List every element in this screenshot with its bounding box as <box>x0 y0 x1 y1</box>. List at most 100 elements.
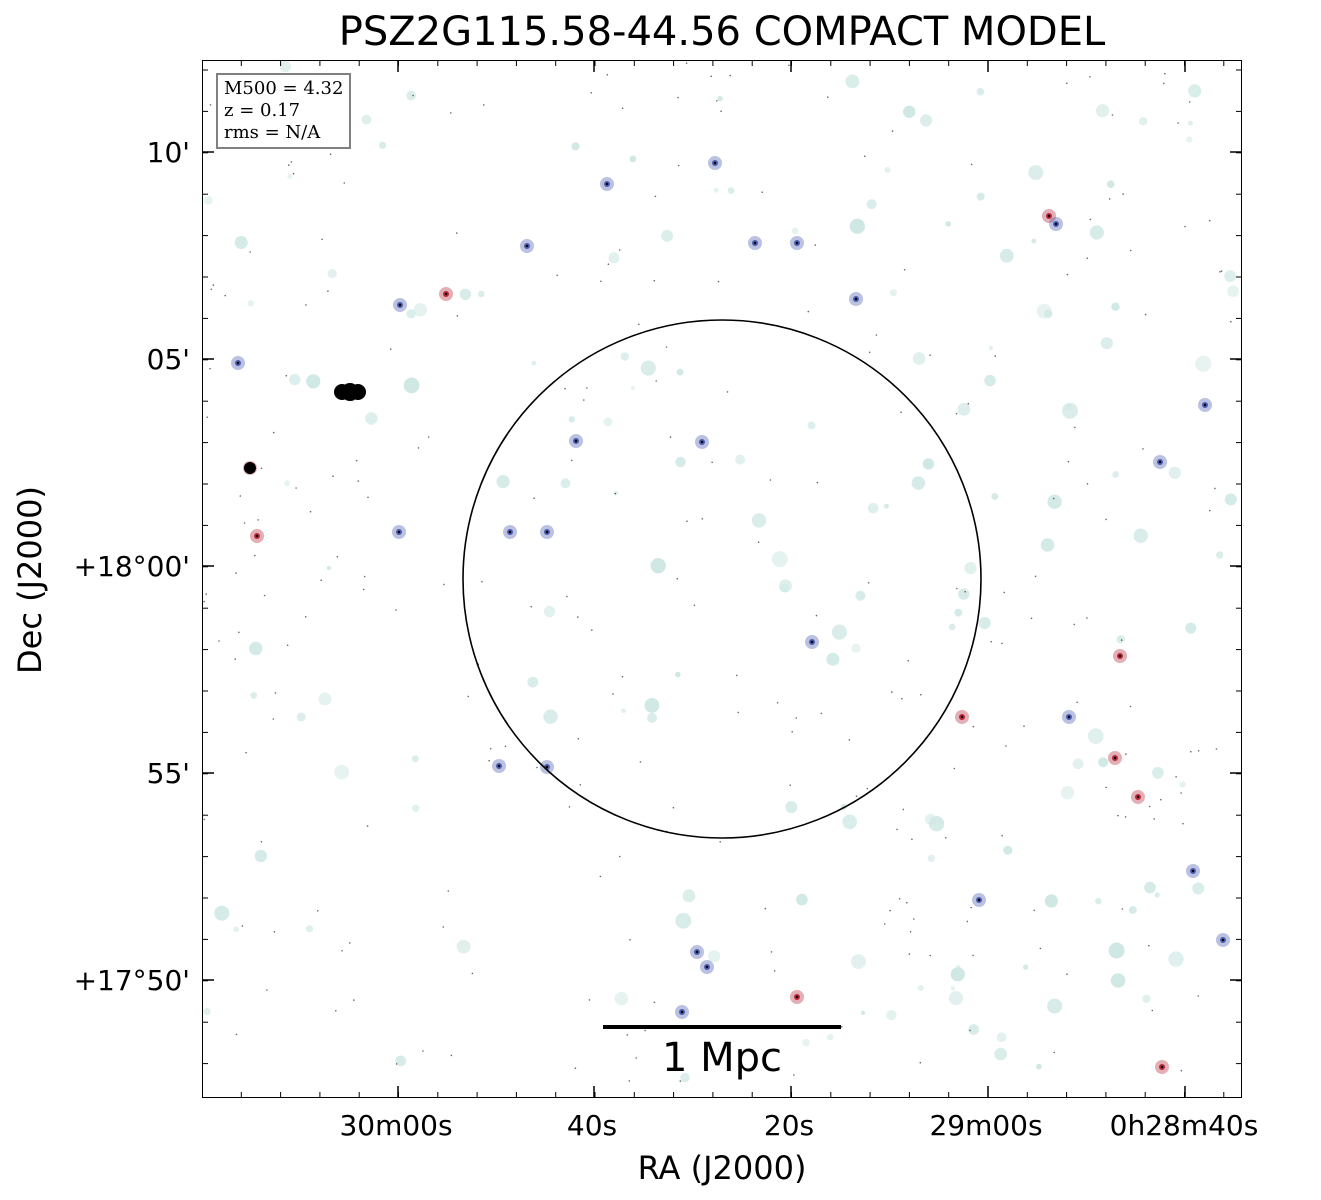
sky-source <box>600 280 602 283</box>
sky-source <box>850 954 866 970</box>
sky-source <box>367 496 369 499</box>
sky-source <box>1179 781 1186 788</box>
sky-source <box>236 361 240 365</box>
sky-source <box>1073 623 1075 626</box>
x-tick-label: 30m00s <box>339 1109 453 1142</box>
sky-source <box>711 461 713 464</box>
sky-source <box>907 660 909 662</box>
sky-source <box>964 562 977 575</box>
sky-source <box>614 991 629 1006</box>
sky-source <box>272 431 275 434</box>
sky-source <box>577 737 580 740</box>
sky-source <box>969 1029 971 1032</box>
sky-source <box>991 492 999 500</box>
sky-source <box>560 478 571 489</box>
sky-source <box>1001 834 1003 837</box>
x-axis-label: RA (J2000) <box>637 1149 807 1187</box>
sky-source <box>564 387 566 390</box>
sky-source <box>1144 881 1156 894</box>
sky-source <box>653 1001 656 1004</box>
sky-source <box>1030 617 1033 620</box>
sky-source <box>686 520 688 522</box>
sky-source <box>209 367 211 370</box>
sky-source <box>653 279 656 282</box>
sky-source <box>1110 973 1126 988</box>
sky-source <box>717 280 720 283</box>
sky-source <box>1105 786 1107 789</box>
sky-source <box>1001 642 1003 645</box>
sky-source <box>1116 635 1125 644</box>
x-tick-label: 20s <box>763 1109 815 1142</box>
sky-source <box>898 898 901 900</box>
sky-source <box>483 104 485 106</box>
sky-source <box>1044 894 1058 908</box>
sky-source <box>1062 402 1078 419</box>
sky-source <box>1122 193 1124 195</box>
sky-source <box>788 64 790 67</box>
sky-source <box>984 374 996 387</box>
sky-source <box>406 309 416 319</box>
sky-source <box>1113 756 1117 760</box>
sky-source <box>397 530 401 534</box>
sky-source <box>1047 998 1063 1014</box>
sky-source <box>1087 728 1104 744</box>
sky-source <box>329 153 332 155</box>
sky-source <box>945 221 952 227</box>
sky-source <box>621 675 624 678</box>
sky-source <box>1086 617 1088 619</box>
sky-source <box>884 167 891 173</box>
sky-source <box>1180 792 1182 794</box>
sky-source <box>274 692 277 694</box>
sky-source <box>590 92 593 94</box>
sky-source <box>761 191 763 193</box>
sky-source <box>889 289 898 297</box>
sky-source <box>254 554 256 557</box>
sky-source <box>903 105 916 118</box>
sky-source <box>1192 882 1205 895</box>
sky-source <box>250 692 257 699</box>
sky-source <box>705 965 709 969</box>
sky-source <box>737 711 739 714</box>
sky-source <box>603 417 613 427</box>
sky-source <box>953 767 956 770</box>
sky-source <box>1208 219 1211 222</box>
sky-source <box>1089 218 1092 221</box>
sky-source <box>488 759 490 762</box>
sky-source <box>855 795 858 797</box>
sky-source <box>395 1055 407 1067</box>
sky-source <box>1022 964 1029 970</box>
sky-source <box>1168 951 1184 967</box>
sky-source <box>350 384 366 400</box>
sky-source <box>866 199 877 210</box>
sky-source <box>1148 805 1151 808</box>
sky-source <box>968 1024 980 1035</box>
sky-source <box>1125 753 1127 755</box>
sky-source <box>1066 82 1068 84</box>
sky-source <box>571 142 580 151</box>
sky-source <box>1129 705 1132 708</box>
sky-source <box>1074 426 1076 429</box>
sky-source <box>716 100 718 102</box>
sky-source <box>901 697 903 700</box>
sky-source <box>710 75 712 78</box>
sky-source <box>628 1080 631 1082</box>
sky-source <box>948 623 956 631</box>
sky-source <box>1036 1063 1042 1070</box>
sky-source <box>929 954 931 957</box>
sky-source <box>680 1072 690 1083</box>
sky-source <box>1098 757 1109 768</box>
sky-source <box>326 566 331 570</box>
sky-source <box>365 412 378 425</box>
sky-source <box>1053 1051 1055 1054</box>
sky-source <box>851 643 861 654</box>
sky-source <box>260 467 263 470</box>
sky-source <box>363 575 366 578</box>
sky-source <box>205 593 207 595</box>
sky-source <box>1197 995 1199 997</box>
sky-source <box>1151 1009 1154 1012</box>
sky-source <box>917 985 924 991</box>
sky-source <box>422 1050 424 1052</box>
sky-source <box>655 380 657 382</box>
info-redshift: z = 0.17 <box>224 100 301 121</box>
sky-source <box>945 837 947 839</box>
